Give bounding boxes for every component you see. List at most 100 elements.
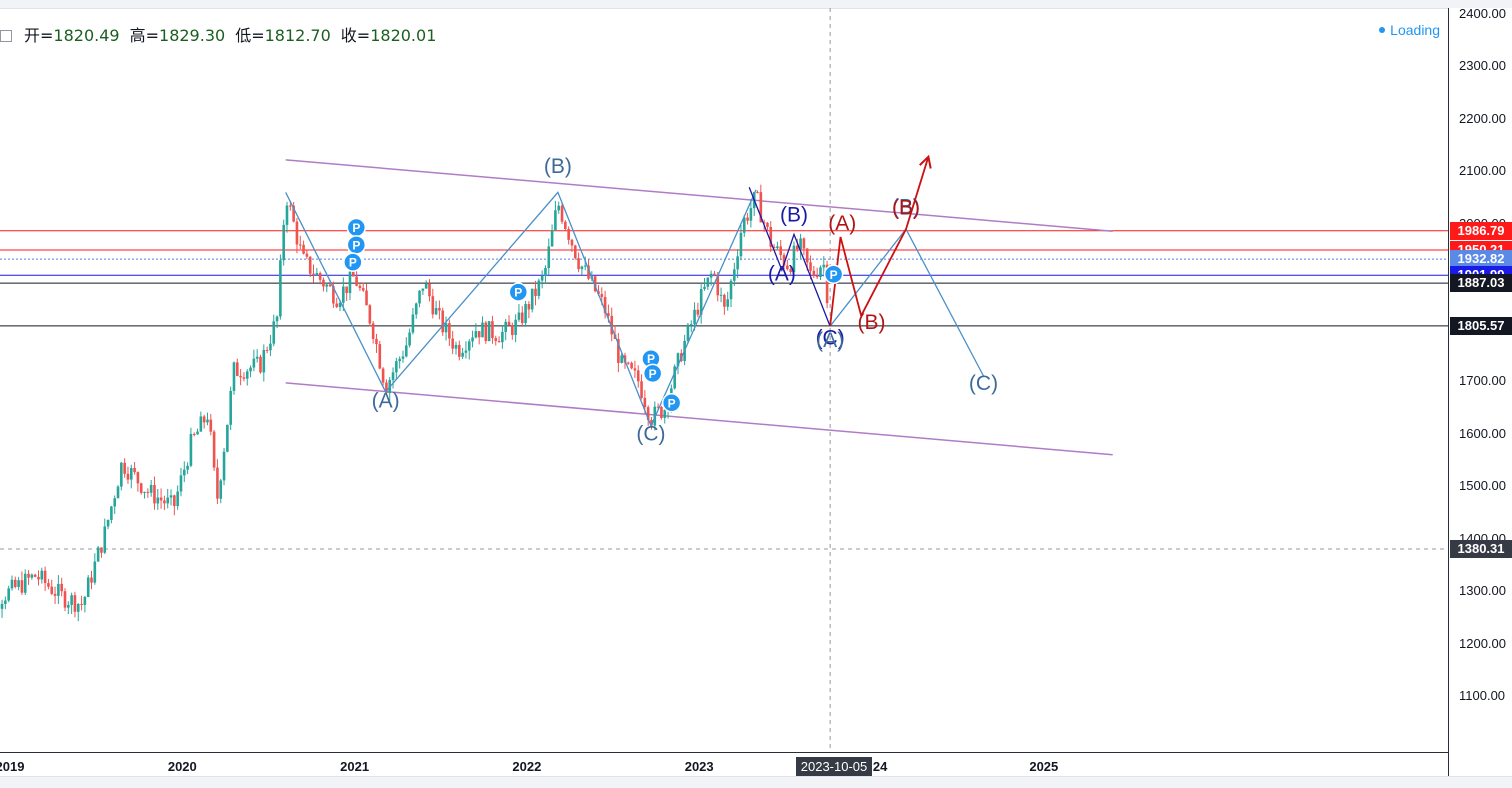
- candle-body-102: [312, 274, 315, 275]
- candle-body-138: [431, 296, 434, 314]
- y-tick-label: 1300.00: [1459, 583, 1506, 598]
- candle-body-55: [156, 498, 159, 504]
- candle-body-84: [253, 359, 256, 368]
- candle-body-200: [637, 370, 640, 381]
- candle-body-164: [518, 313, 521, 320]
- candle-body-131: [408, 333, 411, 346]
- candle-body-45: [123, 463, 126, 474]
- candle-body-21: [44, 571, 47, 583]
- candle-body-82: [246, 371, 249, 378]
- candle-body-36: [94, 562, 97, 583]
- chart-canvas[interactable]: (A)(B)(C)(A)(B)(C)(A)(A)(B)(B)(B)(C)PPPP…: [0, 8, 1448, 752]
- candle-body-106: [325, 285, 328, 287]
- p-marker-label-6: P: [668, 396, 676, 410]
- candle-body-152: [478, 331, 481, 337]
- candle-body-176: [557, 206, 560, 211]
- candle-body-127: [395, 361, 398, 372]
- candle-body-121: [375, 339, 378, 344]
- candle-body-68: [200, 416, 203, 431]
- candle-body-111: [342, 286, 345, 302]
- candle-body-135: [422, 289, 425, 291]
- close-value: 1820.01: [370, 26, 436, 45]
- candle-body-88: [266, 350, 269, 351]
- p-marker-label-3: P: [514, 286, 522, 300]
- candle-body-105: [322, 280, 325, 287]
- p-marker-label-7: P: [830, 268, 838, 282]
- candle-body-153: [481, 323, 484, 338]
- y-tick-label: 1600.00: [1459, 426, 1506, 441]
- candle-body-81: [243, 377, 246, 378]
- candle-body-54: [153, 485, 156, 504]
- candle-body-207: [660, 407, 663, 418]
- legend-toggle-icon[interactable]: [0, 30, 12, 42]
- candle-body-100: [306, 254, 309, 257]
- candle-body-254: [816, 276, 819, 277]
- candle-body-143: [448, 323, 451, 338]
- candle-body-76: [226, 425, 229, 452]
- candle-body-62: [180, 475, 183, 491]
- low-label: 低=: [235, 26, 264, 45]
- candle-body-107: [329, 285, 332, 287]
- candle-body-119: [369, 305, 372, 323]
- candle-body-189: [600, 294, 603, 297]
- candle-body-37: [97, 547, 100, 561]
- candle-body-65: [190, 434, 193, 466]
- candle-body-52: [147, 492, 150, 493]
- y-tick-label: 2400.00: [1459, 6, 1506, 21]
- candle-body-181: [574, 245, 577, 258]
- candle-body-24: [54, 594, 57, 596]
- candle-body-91: [276, 317, 279, 322]
- candle-body-26: [60, 584, 63, 591]
- candle-body-98: [299, 245, 302, 246]
- candle-body-128: [398, 359, 401, 361]
- candle-body-11: [11, 580, 14, 589]
- price-axis[interactable]: 2400.002300.002200.002100.002000.001900.…: [1448, 8, 1512, 776]
- candle-body-250: [803, 238, 806, 248]
- candle-body-79: [236, 362, 239, 376]
- close-label: 收=: [341, 26, 370, 45]
- candle-body-150: [471, 338, 474, 342]
- candle-body-236: [756, 192, 759, 193]
- candle-body-171: [541, 276, 544, 281]
- candle-body-8: [1, 604, 4, 609]
- y-tick-label: 1700.00: [1459, 373, 1506, 388]
- candle-body-39: [103, 527, 106, 553]
- price-label-box: 1986.79: [1450, 222, 1512, 240]
- candle-body-140: [438, 308, 441, 311]
- x-tick-label: 2025: [1029, 759, 1058, 774]
- candle-body-59: [170, 495, 173, 497]
- crosshair-date-label: 2023-10-05: [796, 757, 872, 777]
- time-axis[interactable]: 20252420232022202120202019 2023-10-05: [0, 752, 1448, 777]
- candle-body-63: [183, 470, 186, 476]
- candle-body-175: [554, 210, 557, 230]
- candle-body-103: [316, 273, 319, 275]
- candle-body-183: [581, 266, 584, 269]
- candle-body-230: [736, 256, 739, 269]
- candle-body-69: [203, 416, 206, 422]
- p-marker-label-0: P: [352, 221, 360, 235]
- candle-body-202: [644, 398, 647, 407]
- candle-body-64: [186, 466, 189, 470]
- candle-body-32: [80, 604, 83, 605]
- candle-body-46: [127, 474, 130, 480]
- candle-body-197: [627, 363, 630, 364]
- candle-body-19: [37, 577, 40, 580]
- candle-body-61: [176, 492, 179, 507]
- open-value: 1820.49: [53, 26, 119, 45]
- p-marker-label-2: P: [349, 256, 357, 270]
- candle-body-33: [84, 597, 87, 605]
- candle-body-71: [209, 420, 212, 432]
- candle-body-253: [813, 271, 816, 276]
- candle-body-126: [392, 372, 395, 380]
- candle-body-109: [335, 304, 338, 307]
- candle-body-20: [41, 571, 44, 580]
- candle-body-14: [21, 580, 24, 593]
- candle-body-180: [571, 240, 574, 246]
- candle-body-93: [282, 225, 285, 260]
- candle-body-136: [425, 283, 428, 288]
- loading-indicator: Loading: [1379, 22, 1440, 38]
- candle-body-9: [4, 601, 7, 604]
- candle-body-157: [494, 338, 497, 341]
